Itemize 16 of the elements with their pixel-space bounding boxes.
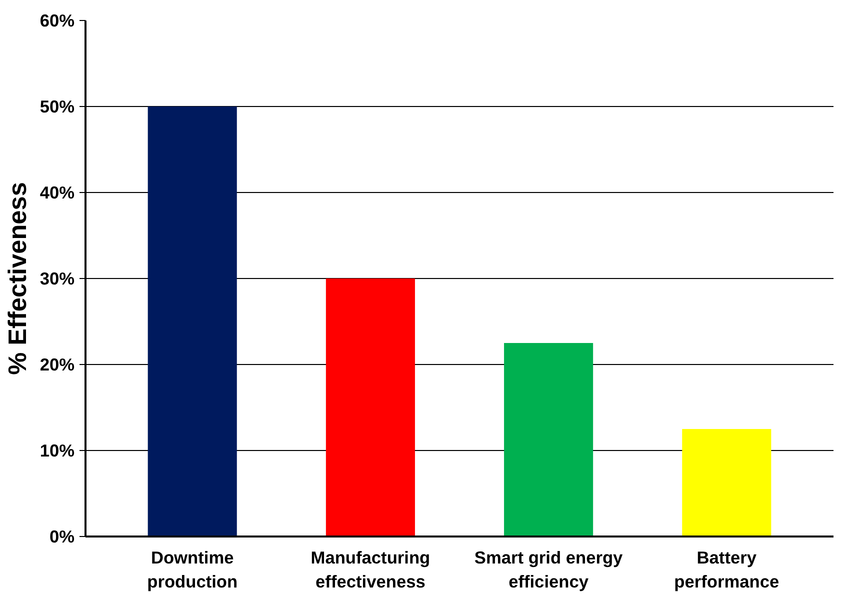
bar [504,343,594,536]
y-tick-label: 40% [40,182,75,202]
bar [682,429,772,536]
y-tick-label: 20% [40,354,75,374]
x-tick-label: Manufacturing effectiveness [310,548,430,592]
y-tick-label: 0% [49,526,74,546]
y-tick-label: 60% [40,10,75,30]
x-tick-label: Downtime production [147,548,238,592]
y-axis-title: % Effectiveness [4,182,32,375]
bar [326,278,415,536]
y-tick-label: 50% [40,96,75,116]
y-tick-label: 10% [40,440,75,460]
y-tick-label: 30% [40,268,75,288]
x-tick-label: Smart grid energy efficiency [474,548,624,592]
bar [148,106,237,536]
x-tick-label: Battery performance [674,548,780,592]
